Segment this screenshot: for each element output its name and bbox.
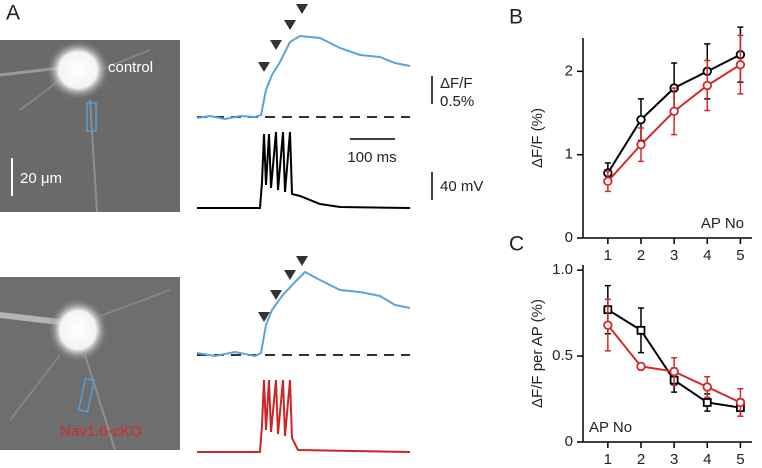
scale-label: 100 ms	[347, 149, 396, 166]
x-tick-label: 2	[637, 451, 645, 468]
x-tick-label: 4	[703, 451, 711, 468]
x-tick-label: 5	[736, 451, 744, 468]
scale-label: 40 mV	[440, 178, 483, 195]
x-tick-label: 3	[670, 451, 678, 468]
marker	[603, 320, 613, 330]
y-tick-label: 0	[565, 433, 573, 450]
marker	[669, 366, 679, 377]
y-axis-label: ΔF/F per AP (%)	[529, 299, 546, 408]
scale-label: 0.5%	[440, 93, 474, 110]
marker	[636, 325, 646, 335]
scale-label: ΔF/F	[440, 75, 473, 92]
panel-label: A	[6, 2, 20, 25]
marker	[636, 114, 646, 125]
panel-label: B	[509, 6, 523, 29]
marker	[735, 59, 746, 70]
image-label: Nav1.6-cKO	[60, 423, 142, 440]
marker	[702, 382, 712, 392]
marker	[669, 106, 679, 117]
x-tick-label: 1	[604, 247, 612, 264]
y-tick-label: 0	[565, 229, 573, 246]
x-tick-label: 2	[637, 247, 645, 264]
micrograph-bottom	[0, 277, 180, 451]
marker	[603, 176, 613, 187]
y-tick-label: 1	[565, 146, 573, 163]
annotation: AP No	[701, 215, 744, 232]
y-tick-label: 1.0	[552, 261, 573, 278]
micrograph-top	[0, 40, 180, 213]
x-tick-label: 3	[670, 247, 678, 264]
panel-label: C	[509, 233, 524, 256]
traces	[196, 4, 433, 453]
y-tick-label: 0.5	[552, 347, 573, 364]
x-tick-label: 4	[703, 247, 711, 264]
x-tick-label: 5	[736, 247, 744, 264]
marker	[702, 80, 712, 91]
y-axis-label: ΔF/F (%)	[529, 108, 546, 168]
marker	[636, 139, 646, 150]
marker	[735, 397, 746, 408]
image-label: control	[108, 59, 153, 76]
marker	[636, 361, 646, 372]
y-tick-label: 2	[565, 62, 573, 79]
x-tick-label: 1	[604, 451, 612, 468]
marker	[702, 398, 712, 407]
annotation: AP No	[589, 419, 632, 436]
scale-label: 20 μm	[20, 170, 62, 187]
